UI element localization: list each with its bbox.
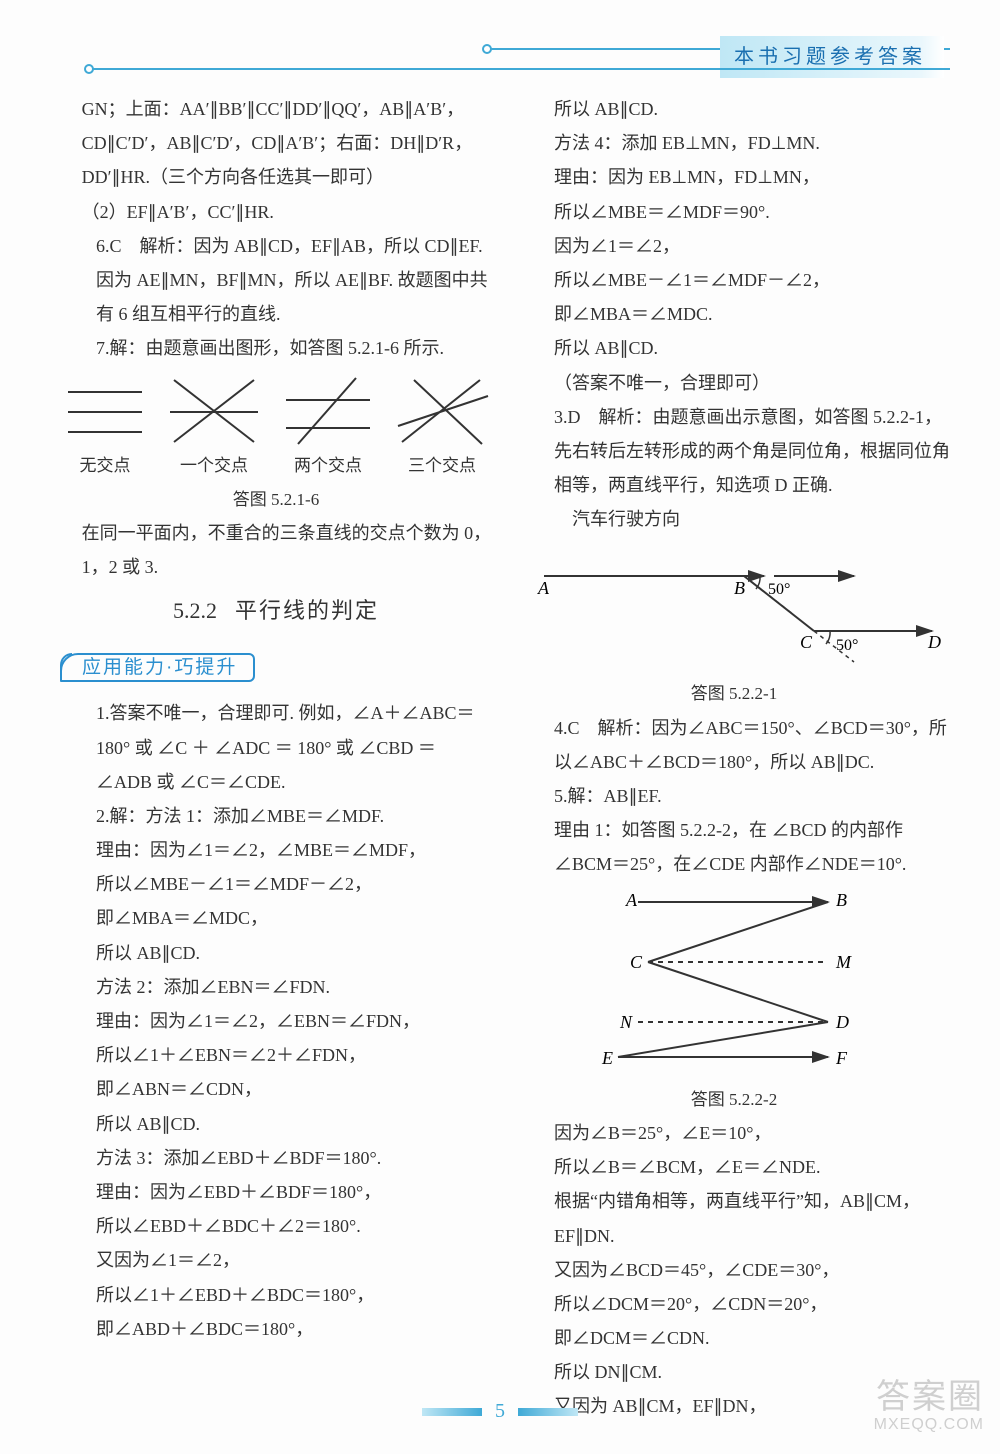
r-t1: 方法 4：添加 EB⊥MN，FD⊥MN.: [518, 126, 950, 160]
svg-text:D: D: [835, 1012, 849, 1032]
r-t7: 所以 AB∥CD.: [518, 331, 950, 365]
a2-l4: 方法 2：添加∠EBN＝∠FDN.: [60, 970, 492, 1004]
a2-l7: 即∠ABN＝∠CDN，: [60, 1072, 492, 1106]
page-footer: 5: [0, 1392, 1000, 1430]
svg-text:A: A: [625, 890, 638, 910]
fig-cell-1: 一个交点: [164, 372, 264, 482]
a2-l3: 所以 AB∥CD.: [60, 936, 492, 970]
after-fig-text: 在同一平面内，不重合的三条直线的交点个数为 0，1，2 或 3.: [60, 516, 492, 584]
fig1-caption: 答图 5.2.2-1: [518, 678, 950, 710]
tail-3: 又因为∠BCD＝45°，∠CDE＝30°，: [518, 1253, 950, 1287]
ang1: 50°: [768, 581, 790, 598]
tail-4: 所以∠DCM＝20°，∠CDN＝20°，: [518, 1287, 950, 1321]
answer-1: 1.答案不唯一，合理即可. 例如，∠A＋∠ABC＝180° 或 ∠C ＋ ∠AD…: [60, 696, 492, 799]
q5-reason: 理由 1：如答图 5.2.2-2，在 ∠BCD 的内部作 ∠BCM＝25°，在∠…: [518, 813, 950, 881]
content-columns: GN；上面：AA′∥BB′∥CC′∥DD′∥QQ′，AB∥A′B′，CD∥C′D…: [60, 92, 950, 1424]
tail-2: 根据“内错角相等，两直线平行”知，AB∥CM，EF∥DN.: [518, 1184, 950, 1252]
fig-svg-2: [278, 372, 378, 450]
r-t6: 即∠MBA＝∠MDC.: [518, 297, 950, 331]
a2-l11: 所以∠EBD＋∠BDC＋∠2＝180°.: [60, 1209, 492, 1243]
fig-svg-3: [392, 372, 492, 450]
r-t0: 所以 AB∥CD.: [518, 92, 950, 126]
svg-text:B: B: [836, 890, 847, 910]
q7: 7.解：由题意画出图形，如答图 5.2.1-6 所示.: [60, 331, 492, 365]
header-rule: [90, 68, 950, 70]
lblD: D: [927, 632, 941, 652]
ang2: 50°: [836, 637, 858, 654]
lblB: B: [734, 578, 745, 598]
svg-text:E: E: [601, 1048, 613, 1068]
section-title: 平行线的判定: [235, 598, 379, 623]
a2-l8: 所以 AB∥CD.: [60, 1107, 492, 1141]
footer-bar-left: [422, 1408, 482, 1416]
section-number: 5.2.2: [173, 598, 217, 623]
lblA: A: [537, 578, 550, 598]
q6: 6.C 解析：因为 AB∥CD，EF∥AB，所以 CD∥EF. 因为 AE∥MN…: [60, 229, 492, 332]
a2-l0: 理由：因为∠1＝∠2，∠MBE＝∠MDF，: [60, 833, 492, 867]
header-title: 本书习题参考答案: [720, 36, 944, 78]
a2-l6: 所以∠1＋∠EBN＝∠2＋∠FDN，: [60, 1038, 492, 1072]
right-column: 所以 AB∥CD. 方法 4：添加 EB⊥MN，FD⊥MN. 理由：因为 EB⊥…: [518, 92, 950, 1424]
watermark: 答案圈 MXEQQ.COM: [874, 1379, 984, 1434]
fig-svg-0: [60, 372, 150, 450]
watermark-small: MXEQQ.COM: [874, 1416, 984, 1434]
r-t4: 因为∠1＝∠2，: [518, 229, 950, 263]
r-t5: 所以∠MBE－∠1＝∠MDF－∠2，: [518, 263, 950, 297]
fig-cell-0: 无交点: [60, 372, 150, 482]
q5-head: 5.解：AB∥EF.: [518, 779, 950, 813]
sub-heading: 应用能力·巧提升: [60, 653, 255, 682]
r-t2: 理由：因为 EB⊥MN，FD⊥MN，: [518, 160, 950, 194]
svg-text:C: C: [630, 952, 643, 972]
fig2-caption: 答图 5.2.2-2: [518, 1084, 950, 1116]
fig-cell-2: 两个交点: [278, 372, 378, 482]
sub-heading-box: 应用能力·巧提升: [60, 650, 255, 686]
a2-l1: 所以∠MBE－∠1＝∠MDF－∠2，: [60, 867, 492, 901]
a2-l12: 又因为∠1＝∠2，: [60, 1243, 492, 1277]
svg-text:M: M: [835, 952, 852, 972]
a2-l5: 理由：因为∠1＝∠2，∠EBN＝∠FDN，: [60, 1004, 492, 1038]
fig-cell-3: 三个交点: [392, 372, 492, 482]
fig-svg-5221: A B 50° C 50° D: [524, 536, 944, 676]
fig-label-1: 一个交点: [164, 450, 264, 482]
left-p1: GN；上面：AA′∥BB′∥CC′∥DD′∥QQ′，AB∥A′B′，CD∥C′D…: [60, 92, 492, 195]
a2-l9: 方法 3：添加∠EBD＋∠BDF＝180°.: [60, 1141, 492, 1175]
fig-caption-1: 答图 5.2.1-6: [60, 484, 492, 516]
r-t8: （答案不唯一，合理即可）: [518, 366, 950, 400]
fig-label-3: 三个交点: [392, 450, 492, 482]
lblC: C: [800, 632, 813, 652]
fig-svg-1: [164, 372, 264, 450]
answer-2-head: 2.解：方法 1：添加∠MBE＝∠MDF.: [60, 799, 492, 833]
a2-l2: 即∠MBA＝∠MDC，: [60, 901, 492, 935]
a2-l14: 即∠ABD＋∠BDC＝180°，: [60, 1312, 492, 1346]
tail-5: 即∠DCM＝∠CDN.: [518, 1321, 950, 1355]
figure-5-2-2-2: A B C M N D E F 答图 5.2.2-2: [518, 882, 950, 1116]
r-t3: 所以∠MBE＝∠MDF＝90°.: [518, 195, 950, 229]
a2-l10: 理由：因为∠EBD＋∠BDF＝180°，: [60, 1175, 492, 1209]
fig-label-0: 无交点: [60, 450, 150, 482]
watermark-big: 答案圈: [876, 1378, 984, 1416]
tail-1: 所以∠B＝∠BCM，∠E＝∠NDE.: [518, 1150, 950, 1184]
q4: 4.C 解析：因为∠ABC＝150°、∠BCD＝30°，所以∠ABC＋∠BCD＝…: [518, 711, 950, 779]
a2-l13: 所以∠1＋∠EBD＋∠BDC＝180°，: [60, 1278, 492, 1312]
page-number: 5: [495, 1400, 505, 1422]
header-dot-upper: [482, 44, 492, 54]
fig-svg-5222: A B C M N D E F: [578, 882, 898, 1082]
fig-label-2: 两个交点: [278, 450, 378, 482]
fig1-top-label: 汽车行驶方向: [518, 502, 950, 536]
q3: 3.D 解析：由题意画出示意图，如答图 5.2.2-1，先右转后左转形成的两个角…: [518, 400, 950, 503]
left-column: GN；上面：AA′∥BB′∥CC′∥DD′∥QQ′，AB∥A′B′，CD∥C′D…: [60, 92, 492, 1424]
header-dot: [84, 64, 94, 74]
footer-bar-right: [518, 1408, 578, 1416]
svg-text:N: N: [619, 1012, 633, 1032]
figure-5-2-1-6: 无交点 一个交点 两个交点: [60, 372, 492, 517]
figure-5-2-2-1: A B 50° C 50° D 答图 5.2.2-1: [518, 536, 950, 710]
svg-text:F: F: [835, 1048, 848, 1068]
left-p2: （2）EF∥A′B′，CC′∥HR.: [60, 195, 492, 229]
tail-0: 因为∠B＝25°，∠E＝10°，: [518, 1116, 950, 1150]
